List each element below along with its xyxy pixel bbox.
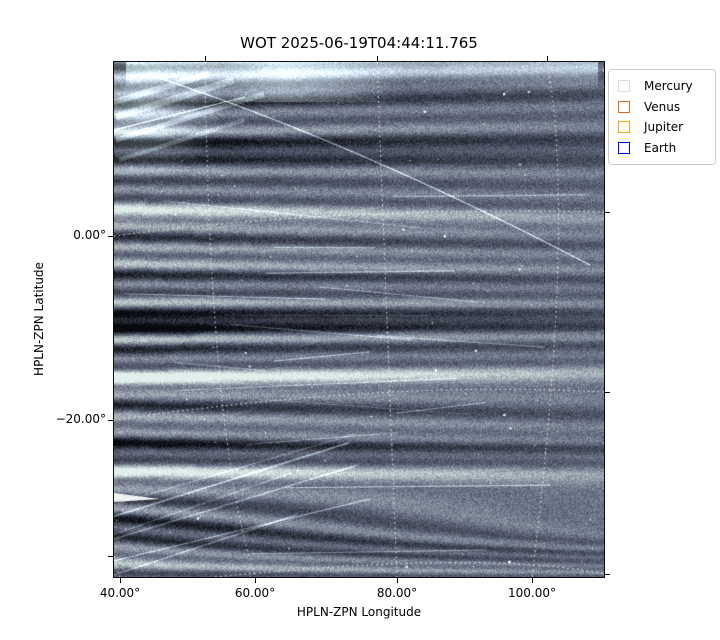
x-tick-label: 40.00° [99,586,141,600]
legend-item-earth: Earth [618,138,708,159]
x-tick-mark [397,577,399,583]
legend-item-jupiter: Jupiter [618,117,708,138]
x-tick-mark-top [377,56,379,62]
sky-image-plot [113,61,605,578]
x-tick-mark-top [205,56,207,62]
x-tick-mark [120,577,122,583]
y-tick-mark-right [604,212,610,214]
legend: Mercury Venus Jupiter Earth [608,69,716,165]
legend-item-venus: Venus [618,97,708,118]
legend-label: Mercury [644,79,693,94]
y-tick-label: −20.00° [55,412,106,426]
legend-marker-jupiter [618,121,630,134]
x-tick-mark [532,577,534,583]
x-axis-label: HPLN-ZPN Longitude [296,605,422,619]
y-tick-mark [108,556,114,558]
x-tick-label: 80.00° [376,586,418,600]
x-tick-mark-top [547,56,549,62]
y-axis-label: HPLN-ZPN Latitude [32,262,46,376]
legend-marker-venus [618,100,630,113]
y-tick-mark [108,420,114,422]
y-tick-mark-right [604,392,610,394]
legend-marker-earth [618,141,630,154]
legend-label: Jupiter [644,120,684,135]
plot-title: WOT 2025-06-19T04:44:11.765 [240,34,478,52]
legend-label: Earth [644,140,677,155]
y-tick-mark [108,236,114,238]
legend-item-mercury: Mercury [618,76,708,97]
legend-label: Venus [644,99,681,114]
x-tick-label: 100.00° [508,586,556,600]
x-tick-label: 60.00° [234,586,276,600]
y-tick-mark-right [604,574,610,576]
x-tick-mark [255,577,257,583]
legend-marker-mercury [618,80,630,93]
y-tick-label: 0.00° [73,228,106,242]
